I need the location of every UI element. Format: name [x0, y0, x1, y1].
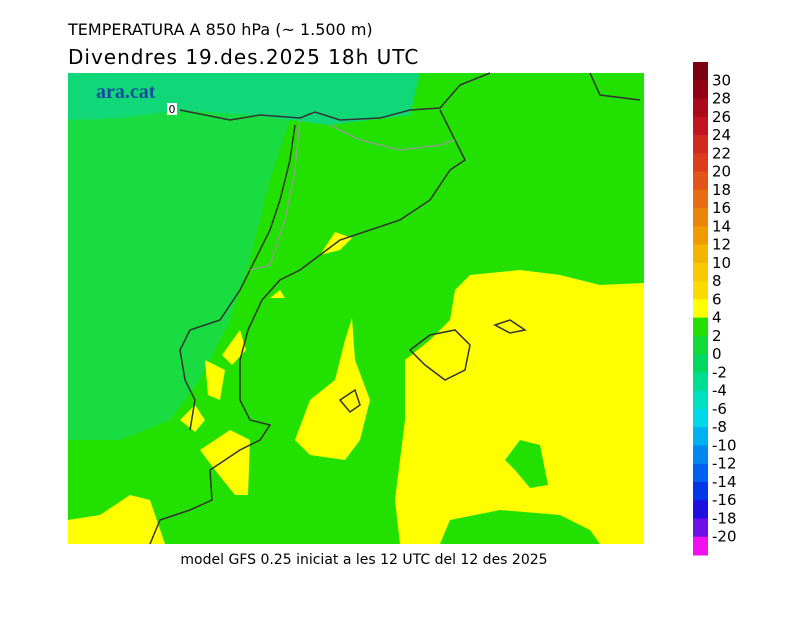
cold-zone [68, 73, 420, 125]
colorbar-swatch [693, 116, 708, 136]
warm-patch [270, 232, 352, 298]
coastline [179, 124, 296, 431]
colorbar-swatch [693, 226, 708, 246]
colorbar-swatch [693, 262, 708, 282]
map: ara.cat 0 [68, 72, 644, 545]
contour-label: 0 [169, 103, 176, 116]
colorbar-swatch [693, 390, 708, 410]
colorbar-label: 14 [712, 217, 731, 235]
colorbar-swatch [693, 299, 708, 319]
title: TEMPERATURA A 850 hPa (~ 1.500 m) [67, 20, 373, 39]
warm-patch [180, 330, 246, 432]
colorbar-label: 2 [712, 327, 722, 345]
colorbar-swatch [693, 281, 708, 300]
subtitle: Divendres 19.des.2025 18h UTC [68, 45, 419, 69]
colorbar: 302826242220181614121086420-2-4-6-8-10-1… [693, 62, 737, 556]
colorbar-label: 18 [712, 181, 731, 199]
colorbar-label: -20 [712, 528, 737, 546]
colorbar-swatch [693, 98, 708, 118]
colorbar-label: -10 [712, 436, 737, 454]
colorbar-swatch [693, 427, 708, 446]
colorbar-swatch [693, 189, 708, 209]
colorbar-swatch [693, 536, 708, 556]
colorbar-swatch [693, 481, 708, 501]
border [249, 119, 456, 271]
colorbar-label: -4 [712, 382, 727, 400]
coastline [179, 72, 491, 121]
cool-pocket [505, 440, 548, 488]
warm-zone [395, 270, 644, 544]
colorbar-label: 24 [712, 126, 731, 144]
colorbar-label: -6 [712, 400, 727, 418]
colorbar-label: 20 [712, 163, 731, 181]
colorbar-label: -18 [712, 509, 737, 527]
colorbar-label: -14 [712, 473, 737, 491]
logo: ara.cat [96, 81, 156, 103]
colorbar-label: 22 [712, 144, 731, 162]
colorbar-swatch [693, 372, 708, 392]
colorbar-swatch [693, 80, 708, 100]
colorbar-label: 4 [712, 309, 722, 327]
cool-zone [68, 73, 300, 440]
colorbar-label: -12 [712, 455, 737, 473]
cool-pocket [440, 510, 600, 544]
footer: model GFS 0.25 iniciat a les 12 UTC del … [180, 552, 547, 568]
colorbar-label: 6 [712, 290, 722, 308]
colorbar-swatch [693, 135, 708, 154]
colorbar-swatch [693, 244, 708, 264]
colorbar-label: -2 [712, 363, 727, 381]
colorbar-swatch [693, 408, 708, 428]
colorbar-label: 28 [712, 90, 731, 108]
island [338, 319, 527, 414]
colorbar-label: 12 [712, 236, 731, 254]
colorbar-swatch [693, 62, 708, 81]
colorbar-swatch [693, 335, 708, 355]
colorbar-swatch [693, 518, 708, 538]
contour-label-box [167, 103, 177, 115]
colorbar-label: 0 [712, 345, 722, 363]
colorbar-swatch [693, 463, 708, 483]
colorbar-swatch [693, 171, 708, 191]
colorbar-label: 10 [712, 254, 731, 272]
colorbar-swatch [693, 500, 708, 519]
colorbar-label: 26 [712, 108, 731, 126]
colorbar-label: 30 [712, 71, 731, 89]
colorbar-swatch [693, 317, 708, 337]
colorbar-swatch [693, 354, 708, 373]
colorbar-swatch [693, 208, 708, 227]
colorbar-label: -16 [712, 491, 737, 509]
colorbar-label: 16 [712, 199, 731, 217]
colorbar-swatch [693, 445, 708, 465]
colorbar-label: -8 [712, 418, 727, 436]
warm-patch [68, 495, 165, 544]
coastline [589, 72, 641, 101]
warm-patch [200, 430, 250, 495]
coastline [149, 109, 466, 545]
warm-patch [295, 318, 370, 460]
colorbar-swatch [693, 153, 708, 173]
colorbar-label: 8 [712, 272, 722, 290]
